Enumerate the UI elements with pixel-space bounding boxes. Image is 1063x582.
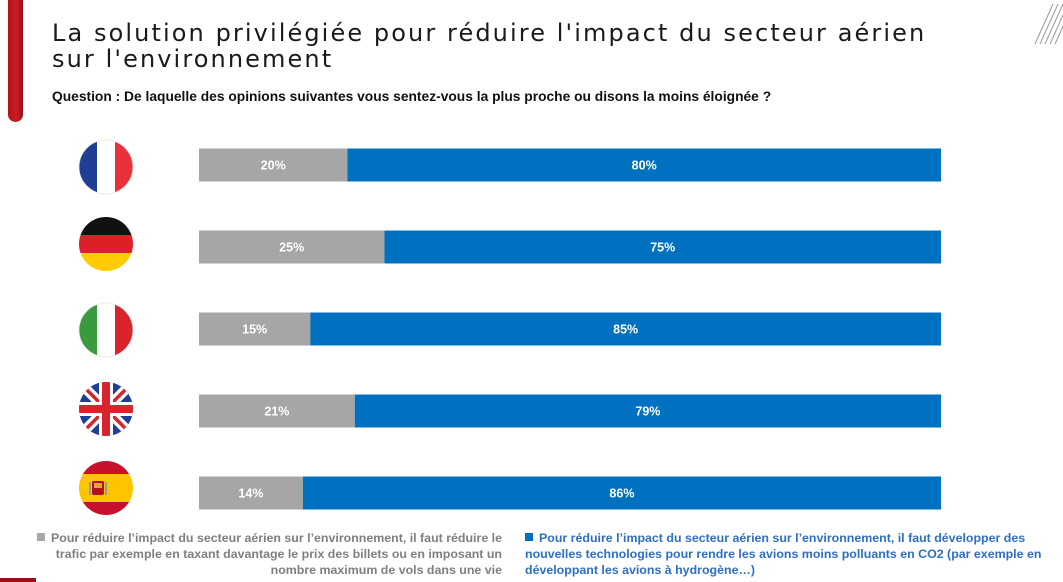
data-label-spain-new-technologies: 86% <box>609 487 634 501</box>
title-line-2: sur l'environnement <box>52 45 334 73</box>
data-label-germany-reduce-traffic: 25% <box>279 241 304 255</box>
decorative-slashes <box>1034 3 1063 45</box>
bar-segment-united-kingdom-reduce-traffic <box>199 394 355 428</box>
bottom-accent-mark <box>0 578 36 582</box>
germany-flag-icon <box>79 217 133 271</box>
italy-flag-icon <box>78 302 134 358</box>
legend-text-reduce-traffic: Pour réduire l’impact du secteur aérien … <box>50 531 502 577</box>
bar-segment-united-kingdom-new-technologies <box>354 394 941 428</box>
data-label-united-kingdom-reduce-traffic: 21% <box>264 405 289 419</box>
bar-segment-france-reduce-traffic <box>199 148 348 182</box>
question-text: Question : De laquelle des opinions suiv… <box>52 89 772 104</box>
legend-text-new-technologies: Pour réduire l’impact du secteur aérien … <box>525 531 1042 577</box>
page-title: La solution privilégiée pour réduire l'i… <box>52 20 926 72</box>
bar-segment-italy-new-technologies <box>310 312 941 346</box>
bar-segment-germany-new-technologies <box>384 230 941 264</box>
bar-segment-italy-reduce-traffic <box>199 312 311 346</box>
accent-bar <box>8 0 23 122</box>
title-line-1: La solution privilégiée pour réduire l'i… <box>52 19 927 47</box>
data-label-germany-new-technologies: 75% <box>650 241 675 255</box>
data-label-italy-reduce-traffic: 15% <box>242 323 267 337</box>
legend-item-new-technologies: Pour réduire l’impact du secteur aérien … <box>525 530 1055 578</box>
data-label-france-reduce-traffic: 20% <box>261 159 286 173</box>
data-label-united-kingdom-new-technologies: 79% <box>635 405 660 419</box>
bar-segment-spain-reduce-traffic <box>199 476 303 510</box>
legend-swatch-blue <box>525 533 533 541</box>
legend-swatch-gray <box>36 533 45 541</box>
data-label-spain-reduce-traffic: 14% <box>238 487 263 501</box>
legend-item-reduce-traffic: Pour réduire l’impact du secteur aérien … <box>28 530 502 578</box>
united-kingdom-flag-icon <box>79 382 133 436</box>
data-label-france-new-technologies: 80% <box>632 159 657 173</box>
bar-segment-spain-new-technologies <box>302 476 941 510</box>
bar-segment-germany-reduce-traffic <box>199 230 385 264</box>
france-flag-icon <box>78 139 134 195</box>
bar-segment-france-new-technologies <box>347 148 941 182</box>
spain-flag-icon <box>79 461 133 515</box>
data-label-italy-new-technologies: 85% <box>613 323 638 337</box>
